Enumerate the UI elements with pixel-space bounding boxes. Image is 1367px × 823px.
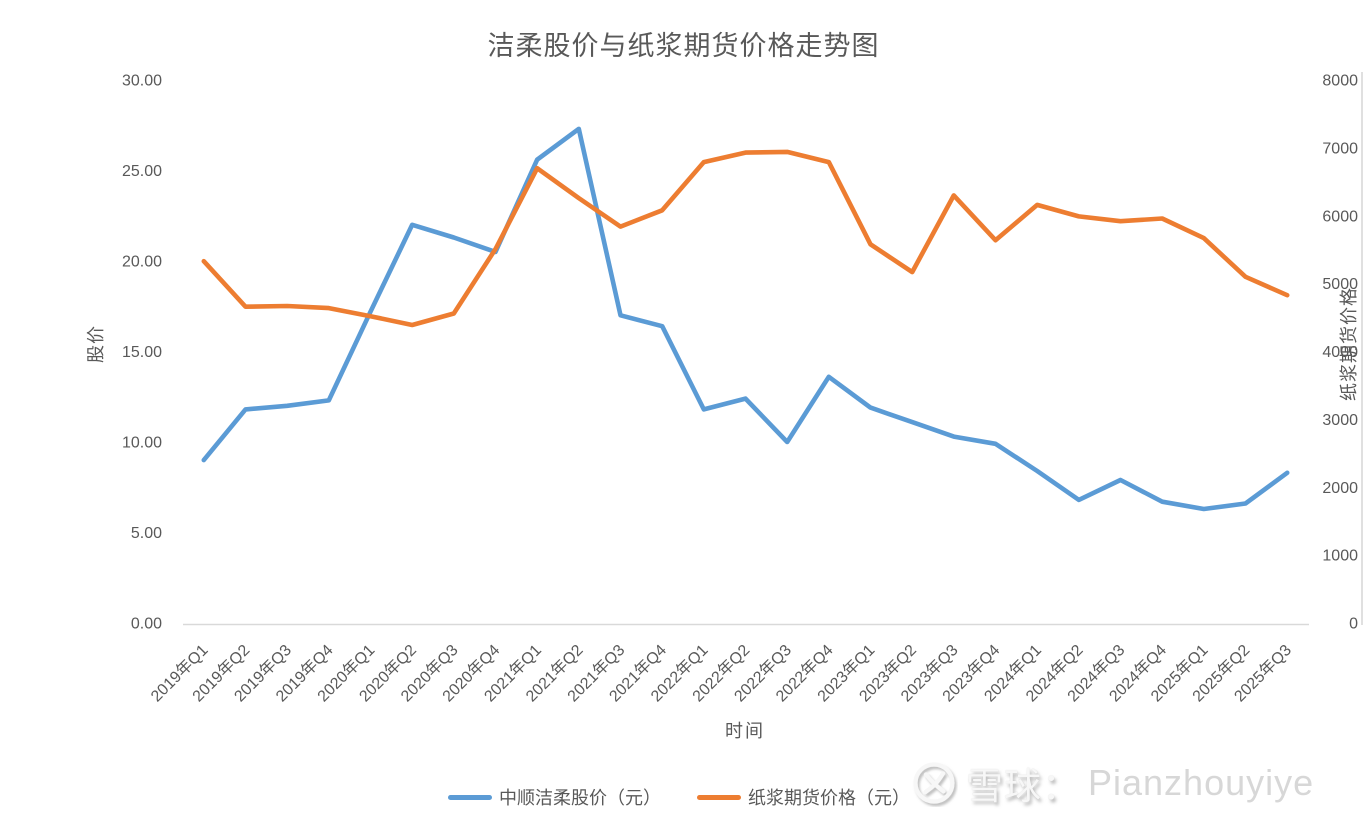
left-axis-tick-label: 0.00 bbox=[131, 616, 162, 633]
right-axis-tick-label: 3000 bbox=[1322, 412, 1358, 429]
left-axis-tick-label: 15.00 bbox=[122, 344, 162, 361]
left-axis-tick-label: 10.00 bbox=[122, 435, 162, 452]
right-axis-tick-label: 4000 bbox=[1322, 344, 1358, 361]
chart-title: 洁柔股价与纸浆期货价格走势图 bbox=[487, 31, 880, 61]
legend: 中顺洁柔股价（元） 纸浆期货价格（元） bbox=[448, 784, 910, 810]
x-axis-title: 时间 bbox=[725, 721, 765, 741]
legend-item-stock-price: 中顺洁柔股价（元） bbox=[448, 784, 661, 810]
right-axis-tick-label: 0 bbox=[1349, 616, 1358, 633]
right-axis-tick-label: 1000 bbox=[1322, 548, 1358, 565]
left-axis-tick-label: 20.00 bbox=[122, 254, 162, 271]
right-axis-tick-label: 8000 bbox=[1322, 73, 1358, 90]
right-axis-tick-label: 2000 bbox=[1322, 480, 1358, 497]
legend-label-stock-price: 中顺洁柔股价（元） bbox=[499, 788, 661, 808]
left-axis-tick-label: 25.00 bbox=[122, 163, 162, 180]
left-axis-tick-label: 5.00 bbox=[131, 525, 162, 542]
legend-label-pulp-futures: 纸浆期货价格（元） bbox=[748, 788, 910, 808]
pulp-futures-line-swatch bbox=[697, 794, 741, 800]
right-axis-title: 纸浆期货价格 bbox=[1339, 287, 1359, 401]
stock-price-line bbox=[201, 126, 1290, 512]
right-axis-tick-label: 7000 bbox=[1322, 140, 1358, 157]
right-axis-tick-label: 5000 bbox=[1322, 276, 1358, 293]
left-axis-title: 股价 bbox=[86, 325, 106, 363]
left-axis-tick-label: 30.00 bbox=[122, 73, 162, 90]
pulp-futures-line bbox=[201, 149, 1290, 328]
stock-price-line-swatch bbox=[448, 794, 492, 800]
legend-item-pulp-futures: 纸浆期货价格（元） bbox=[697, 784, 910, 810]
right-axis-tick-label: 6000 bbox=[1322, 208, 1358, 225]
